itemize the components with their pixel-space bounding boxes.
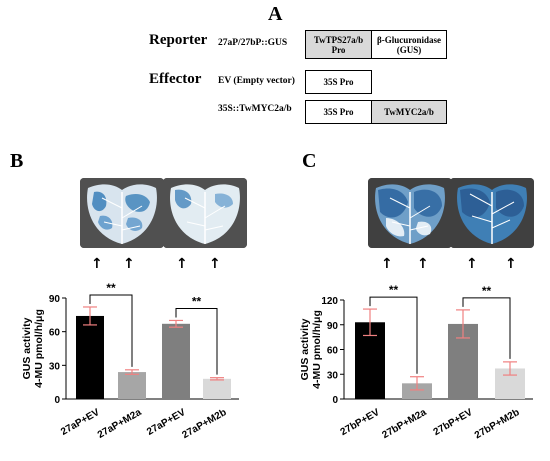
- y-tick-label: 60: [49, 328, 61, 339]
- bar: [203, 378, 231, 399]
- leaf-image-27b-ev: [368, 178, 452, 248]
- y-tick-label: 120: [321, 296, 338, 307]
- y-axis-label: 4-MU pmol/h/μg: [311, 310, 323, 389]
- effector-label: Effector: [149, 71, 202, 87]
- reporter-gus-box: β-Glucuronidase (GUS): [371, 30, 447, 59]
- up-arrow-icon: ↑: [505, 256, 517, 272]
- x-tick-label: 27bP+EV: [339, 407, 382, 438]
- panel-a-letter: A: [268, 3, 283, 25]
- x-tick-label: 27aP+M2a: [96, 407, 144, 441]
- myc-35s-box: 35S Pro: [305, 100, 372, 124]
- x-tick-label: 27aP+M2b: [180, 407, 228, 441]
- significance-label: **: [106, 281, 116, 295]
- myc-construct: 35S::TwMYC2a/b: [218, 104, 292, 114]
- y-tick-label: 30: [49, 361, 61, 372]
- y-axis-label: 4-MU pmol/h/μg: [33, 309, 45, 388]
- bar: [118, 372, 146, 399]
- significance-label: **: [482, 284, 492, 298]
- reporter-label: Reporter: [149, 32, 208, 48]
- bar: [402, 383, 432, 399]
- myc-gene-box: TwMYC2a/b: [371, 100, 447, 124]
- up-arrow-icon: ↑: [209, 256, 221, 272]
- reporter-construct: 27aP/27bP::GUS: [218, 38, 288, 48]
- bar: [162, 323, 190, 399]
- significance-label: **: [389, 283, 399, 297]
- up-arrow-icon: ↑: [176, 256, 188, 272]
- significance-label: **: [192, 294, 202, 308]
- up-arrow-icon: ↑: [466, 256, 478, 272]
- x-tick-label: 27bP+M2a: [380, 407, 428, 441]
- leaf-image-27a-ev: [80, 178, 164, 248]
- panel-c-letter: C: [302, 150, 317, 172]
- y-tick-label: 30: [327, 370, 339, 381]
- x-tick-label: 27aP+EV: [59, 407, 102, 438]
- reporter-promoter-box: TwTPS27a/b Pro: [305, 30, 372, 59]
- y-tick-label: 0: [332, 395, 338, 406]
- y-tick-label: 90: [327, 321, 339, 332]
- up-arrow-icon: ↑: [123, 256, 135, 272]
- y-tick-label: 90: [49, 294, 61, 305]
- ev-construct: EV (Empty vector): [218, 76, 295, 86]
- up-arrow-icon: ↑: [91, 256, 103, 272]
- y-axis-label: GUS activity: [21, 317, 33, 379]
- panel-b-letter: B: [10, 150, 24, 172]
- bar: [76, 315, 104, 399]
- y-axis-label: GUS activity: [299, 318, 311, 380]
- up-arrow-icon: ↑: [417, 256, 429, 272]
- leaf-image-27b-m2a: [450, 178, 534, 248]
- leaf-image-27a-m2a: [163, 178, 247, 248]
- chart-panel-b: 0 30 60 90 GUS activity 4-MU pmol/h/μg 27aP+EV…: [21, 281, 239, 441]
- chart-panel-c: 0 30 60 90 120 GUS activity 4-MU pmol/h/μg 27bP…: [299, 283, 533, 441]
- up-arrow-icon: ↑: [381, 256, 393, 272]
- significance-bracket: [175, 307, 218, 375]
- y-tick-label: 60: [327, 346, 339, 357]
- x-tick-label: 27bP+EV: [432, 407, 475, 438]
- significance-bracket: [89, 294, 133, 367]
- x-tick-label: 27bP+M2b: [473, 407, 522, 441]
- significance-bracket: [369, 296, 418, 374]
- y-tick-label: 0: [54, 395, 60, 406]
- significance-bracket: [462, 297, 511, 359]
- ev-35s-box: 35S Pro: [305, 70, 372, 94]
